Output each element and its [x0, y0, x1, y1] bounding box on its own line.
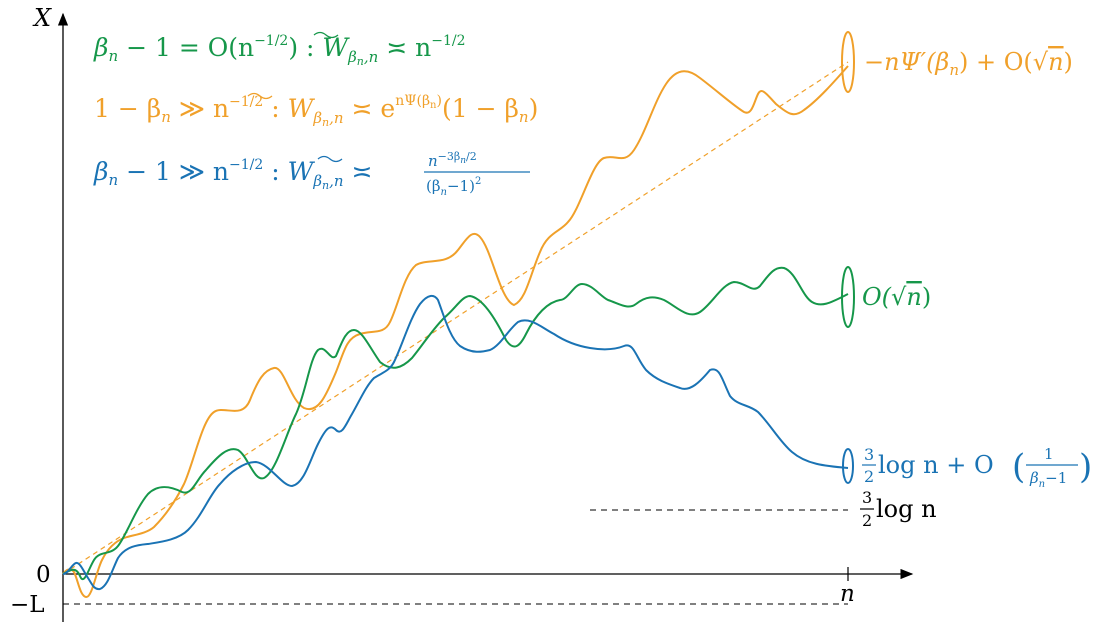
- orange-end-ellipse: [841, 31, 855, 93]
- legend-orange-tilde: [247, 92, 273, 100]
- blue-end-frac-num: 3: [864, 445, 874, 464]
- blue-end-lparen: (: [1012, 447, 1025, 487]
- green-end-ellipse: [841, 266, 855, 328]
- dashed-level-frac-den: 2: [862, 511, 872, 530]
- y-axis-label: X: [32, 4, 52, 32]
- legend-blue: βn − 1 ≫ n−1/2 : Wβn,n ≍: [93, 157, 372, 192]
- legend-green: βn − 1 = O(n−1/2) : Wβn,n ≍ n−1/2: [93, 33, 466, 68]
- legend-orange: 1 − βn ≫ n−1/2 : Wβn,n ≍ enΨ(βn)(1 − βn): [94, 93, 538, 129]
- blue-end-label: log n + O: [878, 451, 994, 479]
- origin-label: 0: [36, 562, 51, 588]
- dashed-level-frac-num: 3: [862, 488, 872, 507]
- legend-blue-frac-num: n−3βn/2: [428, 150, 477, 170]
- legend-blue-tilde: [317, 155, 343, 163]
- lower-bound-label: −L: [10, 592, 45, 618]
- legend-blue-frac-den: (βn−1)2: [426, 176, 481, 198]
- blue-path: [62, 294, 849, 591]
- blue-end-rparen: ): [1079, 447, 1092, 487]
- blue-end-frac-den: 2: [864, 467, 874, 486]
- blue-end-ellipse: [842, 448, 854, 484]
- blue-end-f-num: 1: [1044, 445, 1054, 463]
- orange-end-label: −nΨ′(βn) + O(√n): [864, 48, 1073, 79]
- blue-end-f-den: βn−1: [1029, 469, 1067, 490]
- x-end-label: n: [840, 581, 855, 607]
- green-path: [62, 266, 849, 581]
- orange-path: [62, 65, 849, 598]
- dashed-level-label: log n: [876, 495, 937, 523]
- legend-green-tilde: [313, 31, 339, 39]
- green-end-label: O(√n): [862, 283, 931, 311]
- orange-trend-dashed-line: [62, 61, 849, 575]
